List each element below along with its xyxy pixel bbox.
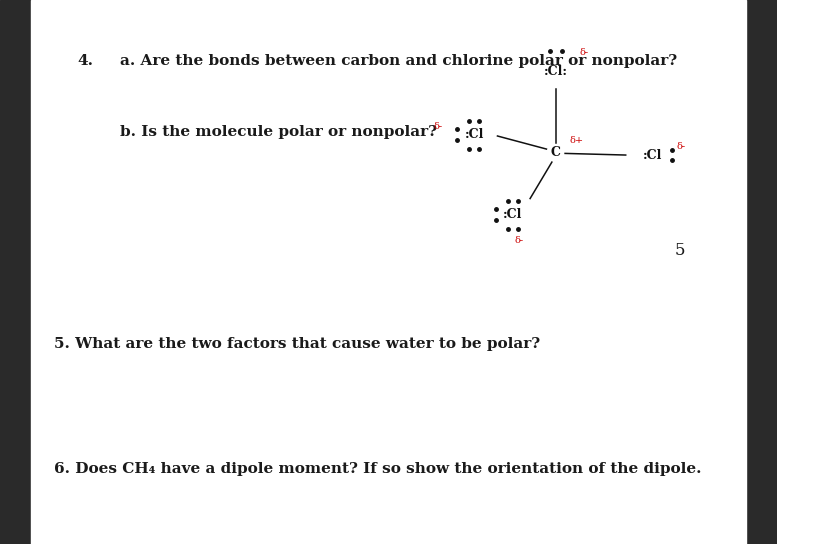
Text: δ-: δ- xyxy=(676,141,685,151)
Text: :Cl: :Cl xyxy=(503,208,522,221)
Text: a. Are the bonds between carbon and chlorine polar or nonpolar?: a. Are the bonds between carbon and chlo… xyxy=(121,54,676,69)
Text: b. Is the molecule polar or nonpolar?: b. Is the molecule polar or nonpolar? xyxy=(121,125,437,139)
Text: C: C xyxy=(550,146,560,159)
Text: :Cl:: :Cl: xyxy=(543,65,567,78)
Bar xyxy=(0,0,31,544)
Text: :Cl: :Cl xyxy=(643,149,662,162)
Text: δ-: δ- xyxy=(433,121,442,131)
Text: 6. Does CH₄ have a dipole moment? If so show the orientation of the dipole.: 6. Does CH₄ have a dipole moment? If so … xyxy=(55,462,701,477)
Bar xyxy=(745,0,777,544)
Text: :Cl: :Cl xyxy=(464,128,483,141)
Text: 4.: 4. xyxy=(78,54,93,69)
Text: 5: 5 xyxy=(674,242,685,259)
Text: δ+: δ+ xyxy=(569,135,583,145)
Text: 5. What are the two factors that cause water to be polar?: 5. What are the two factors that cause w… xyxy=(55,337,540,351)
Text: δ-: δ- xyxy=(578,47,587,57)
Text: δ-: δ- xyxy=(514,236,523,245)
